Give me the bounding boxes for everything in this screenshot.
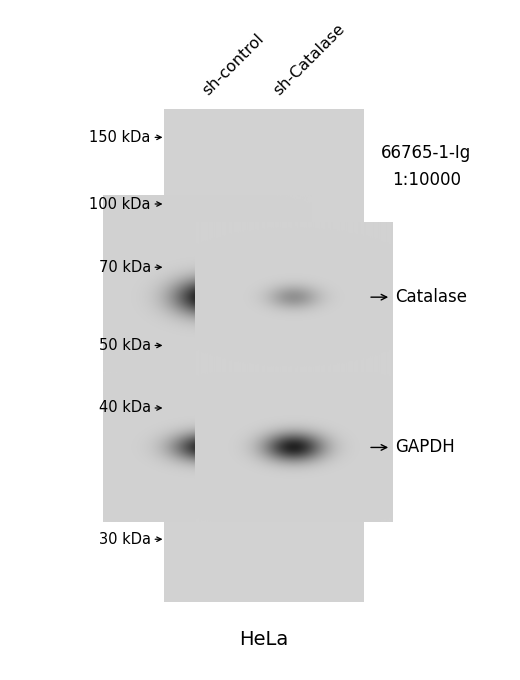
Text: sh-control: sh-control	[200, 31, 267, 99]
Text: 66765-1-Ig
1:10000: 66765-1-Ig 1:10000	[381, 144, 472, 189]
Bar	[164, 109, 364, 602]
Text: GAPDH: GAPDH	[395, 439, 455, 456]
Text: 70 kDa: 70 kDa	[99, 260, 151, 275]
Text: 30 kDa: 30 kDa	[99, 532, 151, 547]
Text: sh-Catalase: sh-Catalase	[270, 22, 347, 99]
Text: 150 kDa: 150 kDa	[89, 130, 151, 145]
Text: 100 kDa: 100 kDa	[89, 197, 151, 211]
Text: WWW.PTGLAB.COM: WWW.PTGLAB.COM	[207, 262, 225, 459]
Text: Catalase: Catalase	[395, 288, 467, 306]
Text: 50 kDa: 50 kDa	[99, 338, 151, 353]
Text: HeLa: HeLa	[239, 630, 289, 649]
Text: 40 kDa: 40 kDa	[99, 401, 151, 415]
